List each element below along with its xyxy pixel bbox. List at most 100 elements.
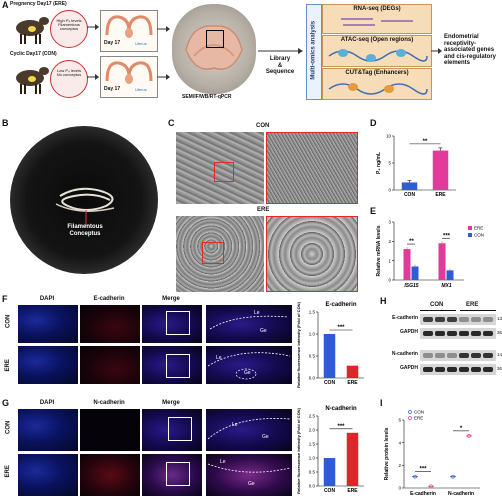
wb-band — [435, 331, 445, 336]
wb-band — [435, 353, 445, 358]
panel-label-d: D — [370, 118, 377, 128]
f-con-tag-ge: Ge — [260, 328, 267, 334]
g-ere-tag-ge: Ge — [248, 481, 255, 487]
x-tick-label: ERE — [347, 488, 358, 494]
legend-label: ERE — [414, 416, 423, 421]
g-row-con: CON — [5, 420, 12, 434]
wb-band — [447, 353, 457, 358]
photo-caption: SEM/IF/WB/RT-qPCR — [182, 94, 232, 100]
wb-kda-label: 14 — [497, 352, 502, 357]
f-con-merge-roi — [166, 311, 190, 335]
bubble-ere: High P₄ levels Filamentous conceptus — [50, 10, 88, 48]
wb-blot-strip — [420, 364, 496, 375]
f-ere-zoom-image: Le Ge — [206, 346, 292, 384]
uterus-ere-box: Day 17 Uterus — [100, 10, 158, 52]
wb-band — [459, 317, 469, 322]
cut-tag-box: CUT&Tag (Enhancers) — [322, 68, 432, 100]
bar — [446, 270, 454, 280]
g-con-ncadherin-image — [80, 409, 140, 451]
y-tick-label: 1 — [388, 258, 391, 263]
panel-label-g: G — [2, 398, 10, 408]
legend-swatch — [468, 233, 472, 237]
panel-label-i: I — [380, 398, 383, 408]
g-con-tag-le: Le — [232, 422, 238, 428]
y-tick-label: 2.5 — [309, 414, 316, 419]
wb-band — [423, 367, 433, 372]
g-con-dapi-image — [18, 409, 78, 451]
g-ere-zoom-outline — [207, 463, 291, 473]
library-sequence-label: Library & Sequence — [265, 56, 295, 76]
bubble-ere-text: High P₄ levels Filamentous conceptus — [56, 18, 82, 32]
x-tick-label: ERE — [435, 192, 446, 198]
y-tick-label: 6 — [398, 418, 401, 423]
g-ere-zoom-image: Le Ge — [206, 454, 292, 496]
wb-kda-label: 13 — [497, 316, 502, 321]
legend-label: CON — [414, 410, 424, 415]
f-con-zoom-outline — [209, 315, 289, 330]
data-point — [451, 474, 455, 479]
arrow-to-result — [431, 48, 442, 54]
g-row-ere: ERE — [4, 465, 11, 478]
g-col-ncadherin: N-cadherin — [93, 400, 125, 406]
significance-marker: *** — [337, 325, 345, 331]
panel-label-f: F — [2, 294, 8, 304]
wb-ere-header: ERE — [466, 302, 479, 308]
panel-label-h: H — [380, 296, 387, 306]
legend-swatch — [408, 410, 412, 414]
atac-chromatin-icon — [328, 48, 428, 62]
y-tick-label: 0.5 — [309, 470, 316, 475]
y-tick-label: 0 — [398, 486, 401, 491]
panel-label-b: B — [2, 118, 9, 128]
panel-label-e: E — [370, 206, 377, 216]
cut-tag-label: CUT&Tag (Enhancers) — [345, 70, 409, 76]
f-ere-dapi-image — [18, 346, 78, 384]
bar — [323, 458, 336, 486]
wb-row-label: E-cadherin — [392, 315, 418, 321]
data-point — [449, 268, 451, 271]
bar — [401, 182, 418, 190]
day-con: Day 17 — [104, 86, 121, 92]
f-col-ecadherin: E-cadherin — [93, 296, 125, 302]
bar — [323, 334, 336, 378]
y-tick-label: 4 — [398, 440, 401, 445]
g-ere-merge-image — [142, 454, 202, 496]
f-col-dapi: DAPI — [39, 296, 55, 302]
data-point — [414, 264, 416, 267]
significance-marker: ** — [409, 239, 414, 245]
y-axis-label: Relative mRNA levels — [376, 225, 382, 276]
data-point — [467, 434, 471, 438]
f-ere-merge-image — [142, 346, 202, 384]
g-con-merge-image — [142, 409, 202, 451]
wb-ere-line — [460, 310, 496, 311]
data-point — [441, 241, 443, 244]
bar — [403, 249, 411, 280]
wb-band — [447, 317, 457, 322]
y-tick-label: 0.0 — [309, 376, 316, 381]
g-ere-tag-le: Le — [220, 459, 226, 465]
bar — [346, 365, 359, 378]
chart-i-protein-levels: 0 2 4 6 Relative protein levels *** E-cadherin… — [384, 410, 480, 497]
data-point — [413, 474, 417, 479]
y-tick-label: 3 — [388, 220, 391, 225]
wb-band — [435, 317, 445, 322]
panel-label-a: A — [2, 0, 9, 10]
wb-band — [459, 331, 469, 336]
chart-title: N-cadherin — [325, 406, 357, 412]
wb-blot-strip — [420, 314, 496, 325]
x-tick-label: ERE — [347, 380, 358, 386]
wb-row-label: GAPDH — [399, 329, 418, 335]
y-tick-label: 1.5 — [309, 310, 316, 315]
y-axis-label: Relative fluorescence intensity (Fold of… — [296, 407, 301, 493]
f-ere-tag-ge: Ge — [244, 370, 251, 376]
atac-seq-box: ATAC-seq (Open regions) — [322, 35, 432, 67]
y-axis-label: Relative protein levels — [384, 427, 390, 480]
multi-omics-sidebar: Multi-omics analysis — [306, 4, 322, 100]
x-tick-label: ISG15 — [404, 283, 418, 289]
sem-con-label: CON — [256, 123, 270, 129]
g-ere-ncadherin-image — [80, 454, 140, 496]
chart-d-p4-levels: 0 5 10 P₄ ng/mL CON ERE ** — [376, 134, 456, 198]
petri-dish-photo — [10, 126, 158, 274]
y-tick-label: 1.0 — [309, 456, 316, 461]
wb-band — [423, 331, 433, 336]
x-tick-label: CON — [324, 488, 336, 494]
